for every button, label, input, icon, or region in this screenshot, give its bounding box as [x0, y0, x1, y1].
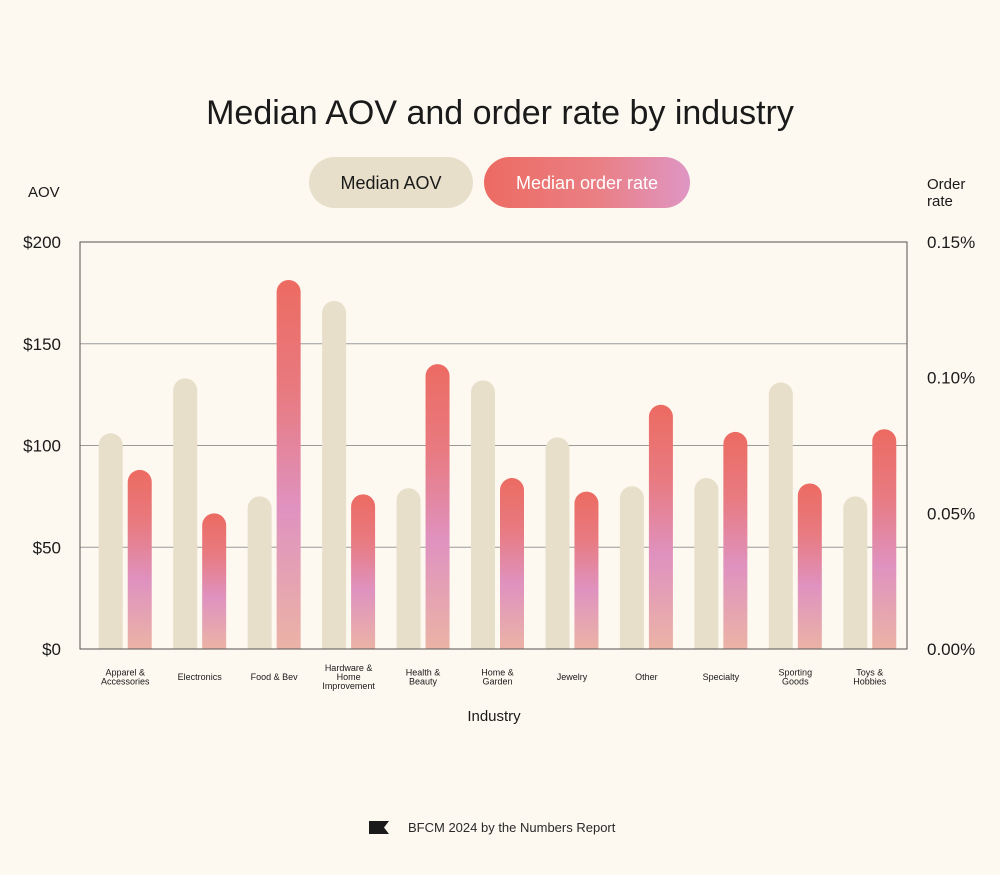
legend-aov-label: Median AOV — [340, 173, 441, 193]
footer-text: BFCM 2024 by the Numbers Report — [408, 820, 616, 835]
category-label: Other — [635, 672, 658, 682]
category-label: Sporting Goods — [779, 668, 813, 687]
category-label: Food & Bev — [251, 672, 299, 682]
chart-title: Median AOV and order rate by industry — [206, 94, 794, 132]
bar-median-aov — [396, 488, 421, 649]
right-tick-label: 0.10% — [927, 369, 975, 388]
bar-median-aov — [471, 380, 495, 649]
left-axis-ticks: $0 $50 $100 $150 $200 — [23, 233, 61, 659]
x-axis-title: Industry — [467, 708, 521, 725]
bar-median-aov — [768, 382, 793, 649]
bar-median-order-rate — [500, 478, 524, 649]
plot-frame — [79, 241, 908, 650]
right-axis-title-line-2: rate — [927, 193, 953, 210]
left-tick-label: $150 — [23, 335, 61, 354]
bar-median-order-rate — [648, 404, 673, 649]
right-tick-label: 0.00% — [927, 640, 975, 659]
right-axis-ticks: 0.00% 0.05% 0.10% 0.15% — [927, 233, 975, 659]
category-label: Specialty — [703, 672, 740, 682]
bar-median-order-rate — [425, 364, 450, 649]
right-axis-title-line-1: Order — [927, 176, 965, 193]
category-label: Electronics — [178, 672, 223, 682]
left-tick-label: $0 — [42, 640, 61, 659]
left-tick-label: $200 — [23, 233, 61, 252]
category-label: Health & Beauty — [406, 668, 441, 687]
bar-median-aov — [173, 378, 198, 649]
category-label: Toys & Hobbies — [853, 668, 887, 687]
category-labels: Apparel & Accessories Electronics Food & Be… — [101, 663, 887, 691]
bar-median-order-rate — [574, 491, 599, 649]
bar-median-order-rate — [276, 279, 301, 649]
category-label: Apparel & Accessories — [101, 668, 150, 687]
flag-icon — [369, 821, 389, 834]
right-tick-label: 0.05% — [927, 504, 975, 523]
bar-median-order-rate — [127, 469, 152, 649]
bar-median-aov — [694, 478, 719, 649]
legend-order-rate-label: Median order rate — [516, 173, 658, 193]
left-tick-label: $100 — [23, 437, 61, 456]
bar-median-order-rate — [202, 513, 227, 649]
bars — [98, 279, 897, 649]
bar-median-aov — [322, 301, 347, 649]
bar-median-aov — [545, 437, 570, 649]
footer: BFCM 2024 by the Numbers Report — [369, 820, 616, 835]
category-label: Home & Garden — [481, 668, 514, 687]
bar-median-aov — [247, 496, 272, 649]
legend-aov-pill — [309, 157, 473, 208]
bar-median-order-rate — [351, 494, 376, 649]
category-label: Jewelry — [557, 672, 588, 682]
bar-median-order-rate — [723, 431, 748, 649]
legend: Median AOV Median order rate — [309, 157, 690, 208]
left-axis-title: AOV — [28, 184, 60, 201]
right-tick-label: 0.15% — [927, 233, 975, 252]
bar-median-aov — [843, 496, 868, 649]
category-label: Hardware & Home Improvement — [322, 663, 375, 691]
bar-median-order-rate — [797, 483, 822, 649]
bar-median-aov — [98, 433, 123, 649]
bar-median-aov — [619, 486, 644, 649]
bar-median-order-rate — [872, 429, 897, 649]
legend-order-rate-pill — [484, 157, 690, 208]
left-tick-label: $50 — [33, 538, 61, 557]
